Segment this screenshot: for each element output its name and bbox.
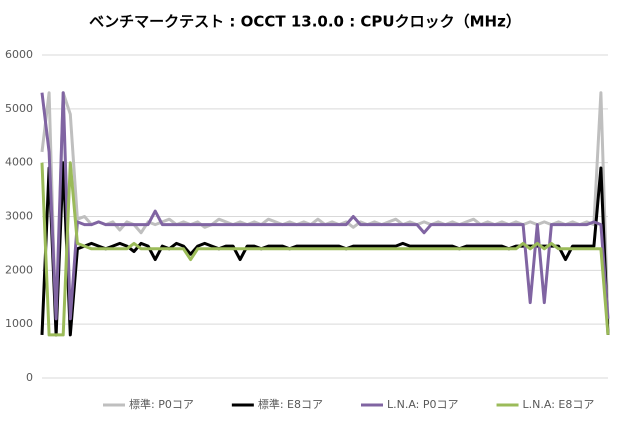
y-tick-label: 2000 (5, 263, 33, 276)
series-line (40, 91, 610, 337)
series-line (40, 91, 610, 321)
y-tick-label: 6000 (5, 48, 33, 61)
y-tick-label: 3000 (5, 210, 33, 223)
series-line (40, 161, 610, 337)
y-tick-label: 0 (26, 371, 33, 384)
legend-label: 標準: E8コア (258, 397, 323, 411)
y-tick-label: 5000 (5, 102, 33, 115)
legend-label: 標準: P0コア (129, 397, 194, 411)
legend-label: L.N.A: E8コア (523, 398, 595, 411)
y-tick-label: 1000 (5, 317, 33, 330)
y-tick-label: 4000 (5, 156, 33, 169)
chart-title: ベンチマークテスト : OCCT 13.0.0 : CPUクロック（MHz） (89, 13, 521, 31)
legend-label: L.N.A: P0コア (387, 398, 459, 411)
series-line (40, 161, 610, 337)
